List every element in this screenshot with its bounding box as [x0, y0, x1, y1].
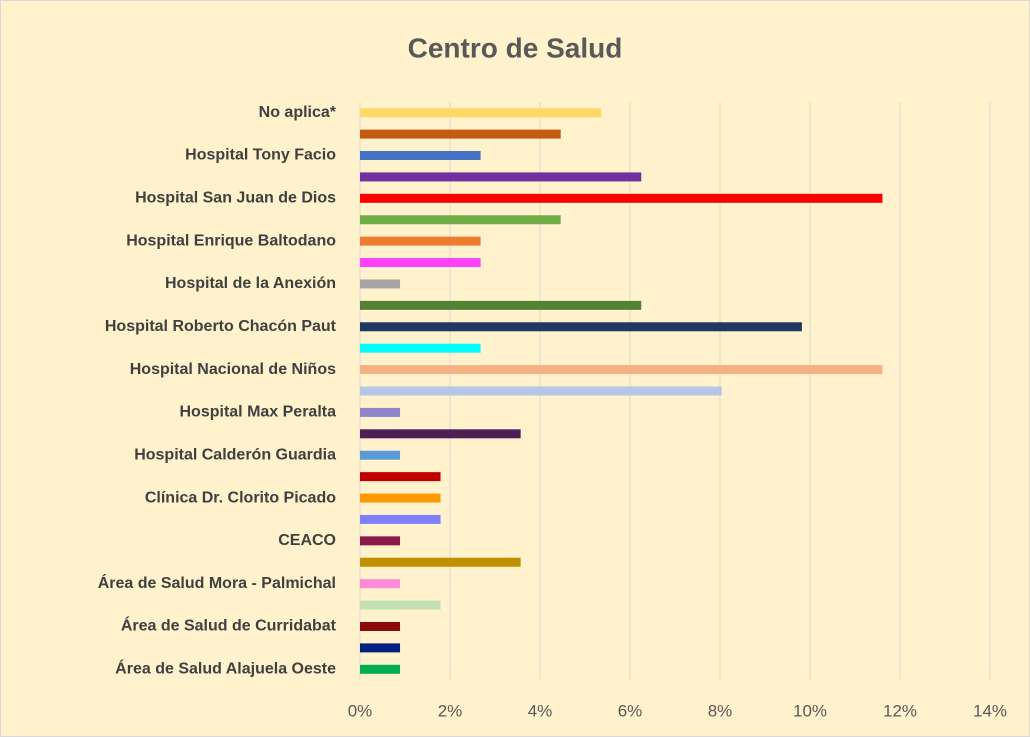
bar: [360, 472, 441, 482]
bar: [360, 386, 722, 396]
y-tick-label: Hospital de la Anexión: [165, 275, 336, 292]
bar: [360, 172, 642, 182]
y-tick-label: Hospital Max Peralta: [180, 404, 337, 421]
y-tick-label: Hospital Nacional de Niños: [130, 361, 336, 378]
bar: [360, 579, 401, 589]
bar: [360, 129, 561, 139]
x-tick-label: 0%: [348, 701, 373, 720]
bar: [360, 407, 401, 417]
y-tick-label: Hospital Roberto Chacón Paut: [105, 318, 337, 335]
x-tick-label: 10%: [793, 701, 827, 720]
bar: [360, 621, 401, 631]
x-tick-label: 6%: [618, 701, 643, 720]
bar: [360, 322, 802, 332]
x-tick-label: 12%: [883, 701, 917, 720]
bar: [360, 279, 401, 289]
bar: [360, 236, 481, 246]
y-tick-label: No aplica*: [259, 104, 337, 121]
bar: [360, 493, 441, 503]
bar: [360, 600, 441, 610]
y-tick-label: Área de Salud Mora - Palmichal: [98, 573, 336, 592]
x-tick-label: 14%: [973, 701, 1007, 720]
bar: [360, 536, 401, 546]
bar: [360, 557, 521, 567]
y-tick-label: Clínica Dr. Clorito Picado: [145, 489, 336, 506]
y-tick-label: Área de Salud de Curridabat: [121, 616, 337, 635]
x-tick-label: 2%: [438, 701, 463, 720]
bar: [360, 258, 481, 268]
y-tick-label: Hospital Enrique Baltodano: [126, 232, 336, 249]
bar: [360, 343, 481, 353]
y-tick-label: CEACO: [278, 532, 336, 549]
bar: [360, 514, 441, 524]
bar: [360, 643, 401, 653]
bar: [360, 193, 883, 203]
bar: [360, 450, 401, 460]
y-tick-label: Hospital Tony Facio: [185, 147, 336, 164]
bar: [360, 429, 521, 439]
y-tick-label: Hospital Calderón Guardia: [134, 446, 336, 463]
bar: [360, 300, 642, 310]
bar: [360, 365, 883, 375]
bar: [360, 108, 602, 118]
y-tick-label: Área de Salud Alajuela Oeste: [115, 659, 336, 678]
bar: [360, 151, 481, 161]
bar: [360, 664, 401, 674]
x-tick-label: 4%: [528, 701, 553, 720]
y-tick-label: Hospital San Juan de Dios: [135, 190, 336, 207]
bar: [360, 215, 561, 225]
x-tick-label: 8%: [708, 701, 733, 720]
chart-title: Centro de Salud: [408, 32, 623, 63]
